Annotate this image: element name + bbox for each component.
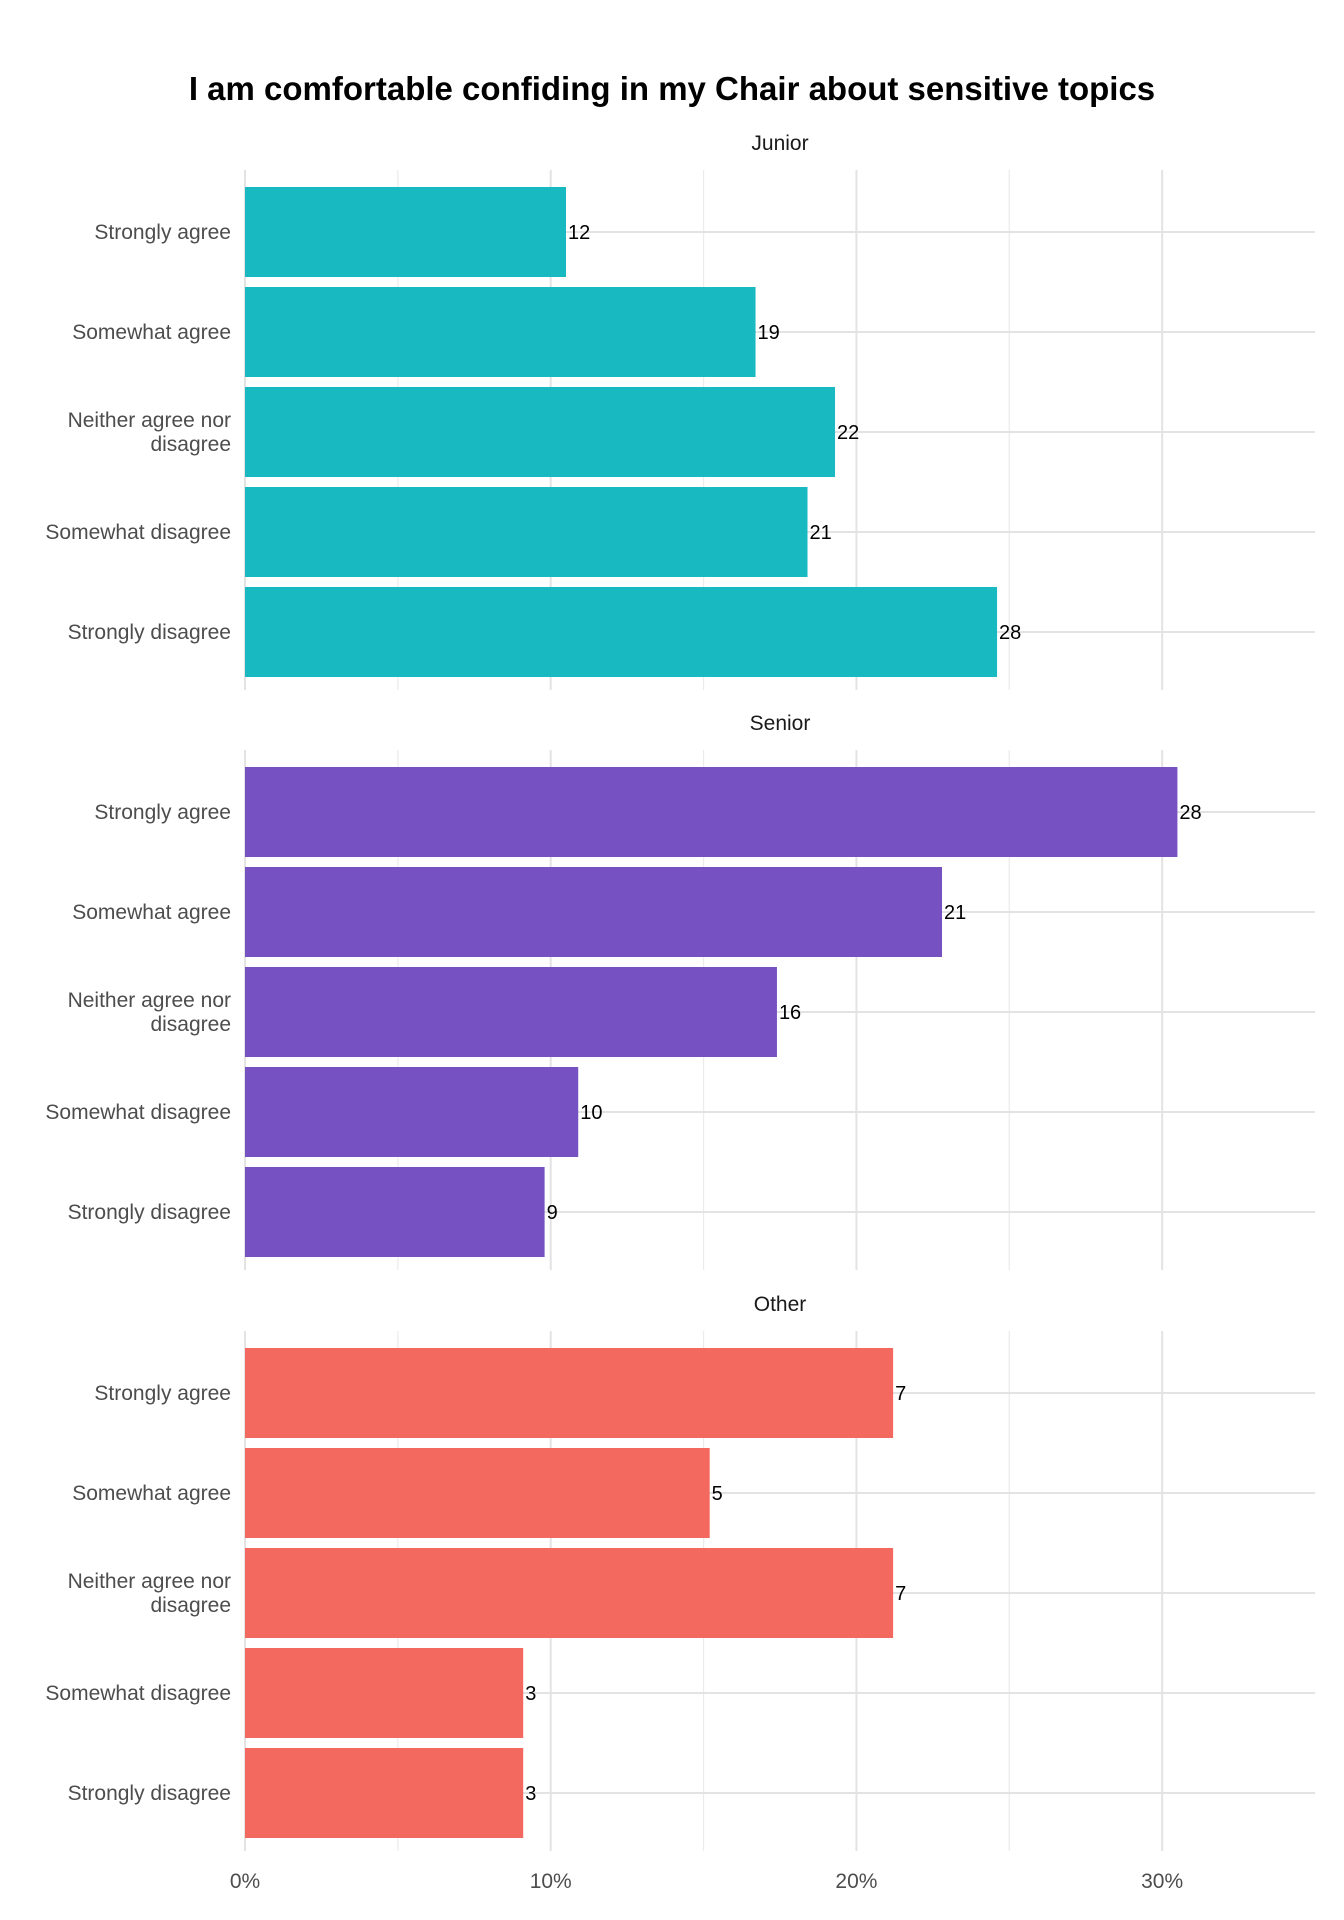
bar [245, 867, 943, 957]
category-label: Somewhat agree [72, 901, 231, 924]
bar-count-label: 19 [758, 322, 780, 344]
bar [245, 1448, 710, 1538]
panel-strip-label: Other [754, 1293, 807, 1316]
bar [245, 967, 777, 1057]
bar [245, 767, 1178, 857]
category-label: Strongly agree [94, 221, 231, 244]
category-label: Somewhat disagree [45, 521, 231, 544]
bar [245, 187, 566, 277]
bar [245, 1067, 579, 1157]
panel-strip-label: Junior [751, 132, 808, 155]
x-tick-label: 20% [835, 1870, 877, 1893]
bar-count-label: 3 [525, 1683, 536, 1705]
bar-count-label: 28 [999, 622, 1021, 644]
category-label: Somewhat agree [72, 321, 231, 344]
bar-count-label: 7 [895, 1383, 906, 1405]
category-label: disagree [150, 433, 231, 456]
category-label: disagree [150, 1013, 231, 1036]
x-tick-label: 30% [1141, 1870, 1183, 1893]
bar [245, 487, 808, 577]
category-label: Neither agree nor [68, 1570, 231, 1593]
bar [245, 287, 756, 377]
category-label: Strongly agree [94, 801, 231, 824]
category-label: Strongly disagree [68, 621, 231, 644]
category-label: Somewhat disagree [45, 1101, 231, 1124]
bar-count-label: 28 [1179, 802, 1201, 824]
bar-count-label: 21 [944, 902, 966, 924]
bar-count-label: 5 [712, 1483, 723, 1505]
category-label: Strongly disagree [68, 1201, 231, 1224]
x-tick-label: 0% [230, 1870, 260, 1893]
bar-count-label: 22 [837, 422, 859, 444]
category-label: Somewhat disagree [45, 1682, 231, 1705]
category-label: Somewhat agree [72, 1482, 231, 1505]
x-tick-label: 10% [530, 1870, 572, 1893]
bar-count-label: 16 [779, 1002, 801, 1024]
bar [245, 387, 836, 477]
chart-title: I am comfortable confiding in my Chair a… [188, 70, 1156, 107]
bar [245, 1648, 524, 1738]
category-label: Strongly agree [94, 1382, 231, 1405]
bar [245, 1748, 524, 1838]
bar-count-label: 10 [580, 1102, 602, 1124]
bar-count-label: 21 [810, 522, 832, 544]
bar [245, 587, 998, 677]
bar-count-label: 7 [895, 1583, 906, 1605]
bar-count-label: 3 [525, 1783, 536, 1805]
category-label: Neither agree nor [68, 989, 231, 1012]
bar [245, 1548, 894, 1638]
bar-count-label: 12 [568, 222, 590, 244]
category-label: Strongly disagree [68, 1782, 231, 1805]
panel-strip-label: Senior [750, 712, 811, 735]
bar-count-label: 9 [547, 1202, 558, 1224]
category-label: Neither agree nor [68, 409, 231, 432]
bar [245, 1348, 894, 1438]
bar [245, 1167, 545, 1257]
category-label: disagree [150, 1594, 231, 1617]
